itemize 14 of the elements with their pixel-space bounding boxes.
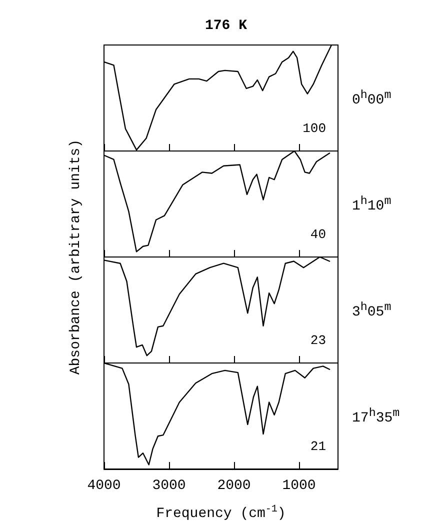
x-tick-label: 3000 [152, 478, 186, 494]
annotation: 100 [302, 121, 326, 136]
y-axis-title: Absorbance (arbitrary units) [68, 139, 84, 375]
x-tick-label: 2000 [217, 478, 251, 494]
text: 1$^{h}$10$^{m}$ [352, 194, 392, 215]
text: 3$^{h}$05$^{m}$ [352, 300, 392, 321]
annotation: 23 [310, 333, 326, 348]
chart-title: 176 K [204, 18, 248, 34]
x-tick-label: 1000 [282, 478, 316, 494]
annotation: 21 [310, 439, 326, 454]
x-tick-label: 4000 [87, 478, 121, 494]
text: 0$^{h}$00$^{m}$ [352, 88, 392, 109]
annotation: 40 [310, 227, 326, 242]
text: 17$^{h}$35$^{m}$ [352, 406, 400, 427]
